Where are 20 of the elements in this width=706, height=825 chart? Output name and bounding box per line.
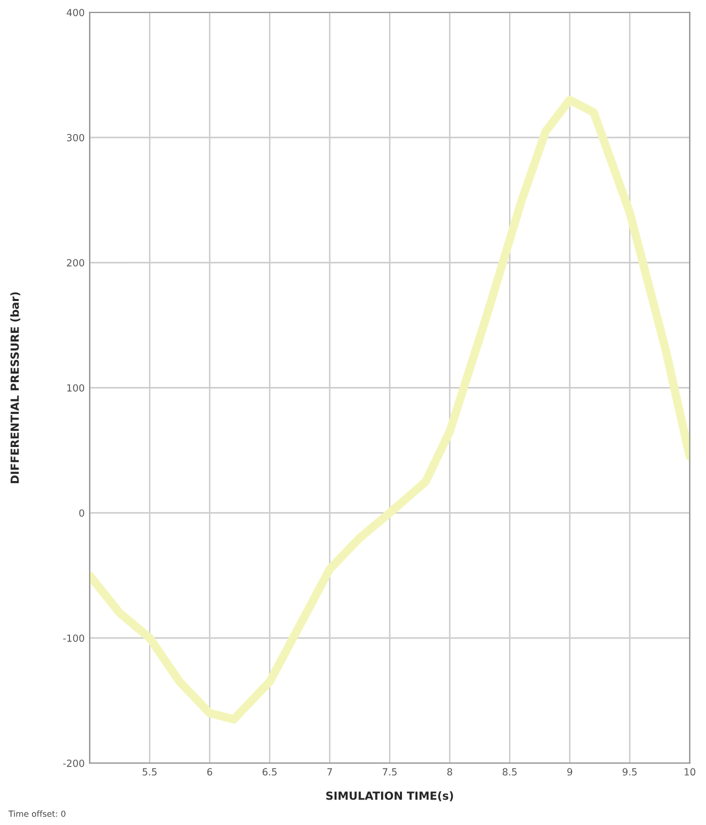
y-tick-label: -200 bbox=[63, 760, 84, 767]
x-tick-label: 6.5 bbox=[262, 768, 277, 776]
x-axis-title: SIMULATION TIME(s) bbox=[326, 791, 453, 802]
x-tick-label: 7.5 bbox=[382, 768, 397, 776]
y-tick-label: 400 bbox=[66, 8, 84, 16]
text: Time offset: 0 bbox=[8, 810, 66, 817]
x-tick-label: 8.5 bbox=[502, 768, 517, 776]
x-tick-label: 6 bbox=[207, 768, 212, 776]
y-tick-label: 0 bbox=[79, 509, 84, 517]
y-tick-label: -100 bbox=[63, 634, 84, 642]
y-tick-label: 300 bbox=[66, 134, 84, 142]
x-tick-label: 10 bbox=[684, 768, 696, 776]
x-tick-label: 5.5 bbox=[142, 768, 157, 776]
y-tick-label: 200 bbox=[66, 259, 84, 266]
x-tick-label: 7 bbox=[327, 768, 332, 776]
x-tick-label: 9 bbox=[567, 768, 572, 776]
y-tick-label: 100 bbox=[67, 384, 84, 392]
y-axis-title: DIFFERENTIAL PRESSURE (bar) bbox=[10, 292, 20, 484]
x-tick-label: 8 bbox=[447, 768, 452, 776]
x-tick-label: 9.5 bbox=[622, 768, 637, 776]
